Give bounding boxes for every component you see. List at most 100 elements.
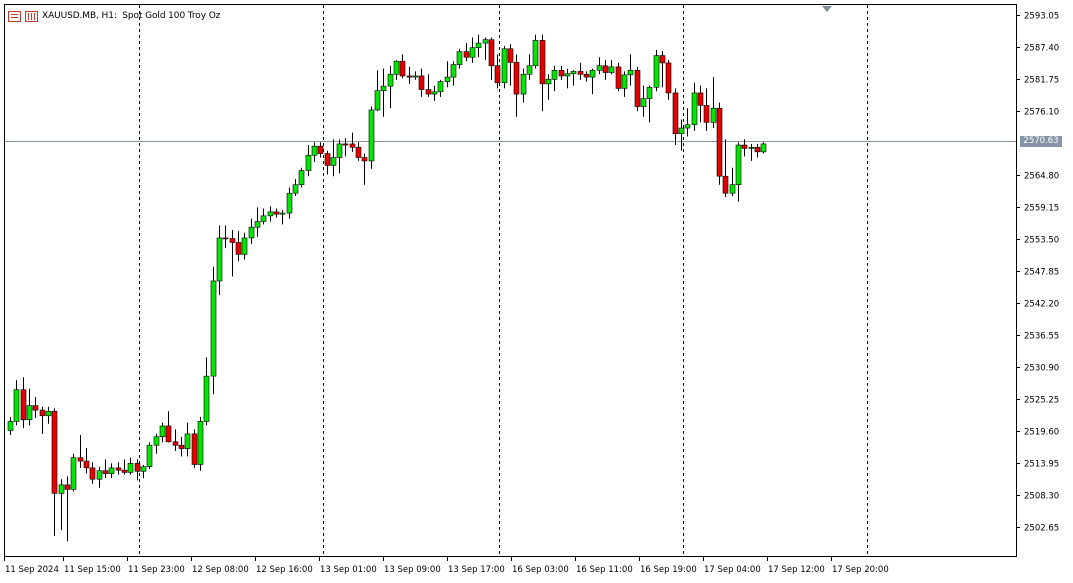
candle	[710, 77, 717, 129]
candle-body-bull	[570, 71, 577, 74]
candle-body-bear	[488, 39, 495, 67]
candle-body-bear	[507, 48, 514, 63]
candle	[640, 85, 647, 117]
candle	[615, 62, 622, 92]
candle-body-bull	[380, 85, 387, 91]
candle	[513, 54, 520, 117]
candle-body-bull	[456, 51, 463, 65]
candle-body-bull	[678, 127, 685, 135]
candle-body-bear	[361, 157, 368, 162]
candle-body-bull	[254, 221, 261, 228]
candle-body-bull	[368, 109, 375, 162]
price-label: 2519.60	[1024, 428, 1059, 438]
candle	[545, 74, 552, 100]
candle	[646, 85, 653, 123]
candle-body-bull	[621, 74, 628, 89]
candle	[13, 380, 20, 426]
candle	[311, 142, 318, 163]
candle	[703, 88, 710, 131]
candle	[672, 88, 679, 146]
candle	[324, 150, 331, 175]
chart-window-icon[interactable]	[8, 10, 21, 22]
candle-body-bull	[292, 184, 299, 194]
candle-body-bull	[248, 226, 255, 239]
candle	[178, 436, 185, 457]
candle-body-bull	[608, 66, 615, 73]
candle	[115, 462, 122, 475]
candle-body-bear	[583, 73, 590, 78]
candle-body-bull	[691, 92, 698, 125]
candle	[96, 466, 103, 488]
candle-body-bull	[444, 76, 451, 82]
candle-body-bull	[387, 73, 394, 87]
candle	[526, 54, 533, 80]
candle-body-bear	[317, 145, 324, 154]
candle-body-bear	[121, 469, 128, 473]
candle-body-bull	[26, 405, 33, 421]
candle	[108, 463, 115, 479]
candle	[425, 74, 432, 97]
candle	[172, 429, 179, 451]
candle	[153, 433, 160, 454]
candle	[134, 459, 141, 481]
candle	[191, 429, 198, 468]
candle-body-bull	[710, 107, 717, 123]
candle	[267, 206, 274, 222]
candle-body-bear	[102, 470, 109, 474]
candle-body-bull	[469, 47, 476, 58]
time-label: 13 Sep 17:00	[448, 565, 505, 575]
candle-body-bear	[273, 211, 280, 215]
candle-body-bear	[324, 153, 331, 166]
candle	[58, 479, 65, 531]
candle-body-bull	[330, 157, 337, 166]
candle	[627, 54, 634, 86]
candle-body-bear	[558, 69, 565, 77]
candle	[146, 442, 153, 470]
candle-body-bull	[267, 211, 274, 217]
candle	[140, 465, 147, 479]
candle	[361, 153, 368, 185]
candle-body-bear	[39, 409, 46, 417]
candle-body-bull	[159, 425, 166, 438]
candle	[450, 61, 457, 86]
candle-body-bear	[513, 62, 520, 95]
candle	[203, 357, 210, 426]
candle	[349, 132, 356, 152]
candle-body-bull	[729, 184, 736, 194]
candle	[260, 208, 267, 225]
candle-body-bull	[532, 39, 539, 67]
candle	[241, 232, 248, 260]
candle-body-bear	[722, 175, 729, 194]
candle-body-bear	[399, 60, 406, 77]
time-label: 11 Sep 2024	[5, 565, 59, 575]
price-label: 2525.25	[1024, 396, 1059, 406]
candle-body-bull	[7, 421, 14, 431]
candle	[7, 416, 14, 436]
candle-body-bull	[520, 73, 527, 95]
candle	[380, 68, 387, 117]
candle-body-bear	[672, 92, 679, 135]
candle	[330, 139, 337, 177]
candle-body-bull	[184, 433, 191, 449]
candle-body-bear	[716, 107, 723, 177]
candle-body-bear	[463, 51, 470, 58]
candle-body-bear	[134, 463, 141, 472]
day-separators	[139, 5, 868, 556]
multi-chart-icon[interactable]	[25, 10, 38, 22]
candle-body-bull	[748, 147, 755, 149]
candle	[399, 54, 406, 79]
price-label: 2593.05	[1024, 12, 1059, 22]
candle-body-bull	[501, 48, 508, 84]
candle-body-bear	[83, 460, 90, 469]
price-label: 2530.90	[1024, 364, 1059, 374]
candle	[298, 167, 305, 188]
candle	[475, 34, 482, 58]
candle	[602, 60, 609, 80]
candle	[342, 138, 349, 157]
chart-shift-marker-icon[interactable]	[822, 6, 832, 12]
candle-body-bull	[646, 86, 653, 99]
candle	[577, 62, 584, 80]
candle	[159, 422, 166, 443]
